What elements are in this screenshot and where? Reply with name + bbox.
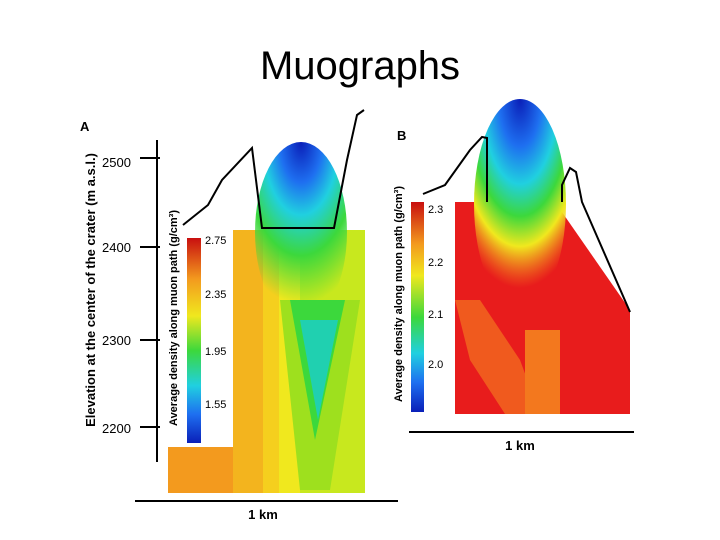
- panel-b-density-map: [455, 99, 630, 414]
- panel-a-label: A: [80, 119, 90, 134]
- panel-b-cbar-tick-3: 2.1: [428, 309, 443, 321]
- panel-b-topo-profile: [422, 135, 488, 202]
- panel-b-cbar-tick-1: 2.3: [428, 204, 443, 216]
- panel-a-y-axis-label: Elevation at the center of the crater (m…: [83, 153, 98, 427]
- panel-a-topo-profile: [182, 109, 365, 229]
- panel-b-cbar-tick-4: 2.0: [428, 359, 443, 371]
- panel-a-scale-bar: 1 km: [135, 500, 398, 522]
- panel-b-label: B: [397, 128, 406, 143]
- panel-a-colorbar: 2.75 2.35 1.95 1.55 Average density alon…: [168, 210, 226, 443]
- panel-a-cbar-tick-3: 1.95: [205, 346, 226, 358]
- y-tick-2200: 2200: [102, 421, 131, 436]
- panel-b-cbar-tick-2: 2.2: [428, 257, 443, 269]
- panel-b-colorbar: 2.3 2.2 2.1 2.0 Average density along mu…: [393, 186, 443, 412]
- panel-a-density-map: [168, 142, 365, 493]
- y-tick-2400: 2400: [102, 240, 131, 255]
- slide-title: Muographs: [259, 44, 461, 88]
- panel-b-topo-profile-right: [561, 166, 631, 313]
- panel-a-cbar-tick-2: 2.35: [205, 289, 226, 301]
- panel-a-cbar-tick-1: 2.75: [205, 235, 226, 247]
- panel-a-y-axis: 2500 2400 2300 2200 Elevation at the cen…: [83, 140, 160, 462]
- panel-a-colorbar-label: Average density along muon path (g/cm³): [168, 210, 180, 426]
- panel-b-colorbar-label: Average density along muon path (g/cm³): [393, 186, 405, 402]
- panel-b-scale-label: 1 km: [505, 438, 535, 453]
- panel-a-cbar-tick-4: 1.55: [205, 399, 226, 411]
- y-tick-2500: 2500: [102, 155, 131, 170]
- panel-a-scale-label: 1 km: [248, 507, 278, 522]
- y-tick-2300: 2300: [102, 333, 131, 348]
- panel-b: B 2.3 2.2 2.1 2.0 Average density along …: [393, 99, 634, 453]
- panel-a: A 2500 2400 2300 2200 Elevation at the c…: [80, 109, 398, 522]
- panel-b-scale-bar: 1 km: [409, 431, 634, 453]
